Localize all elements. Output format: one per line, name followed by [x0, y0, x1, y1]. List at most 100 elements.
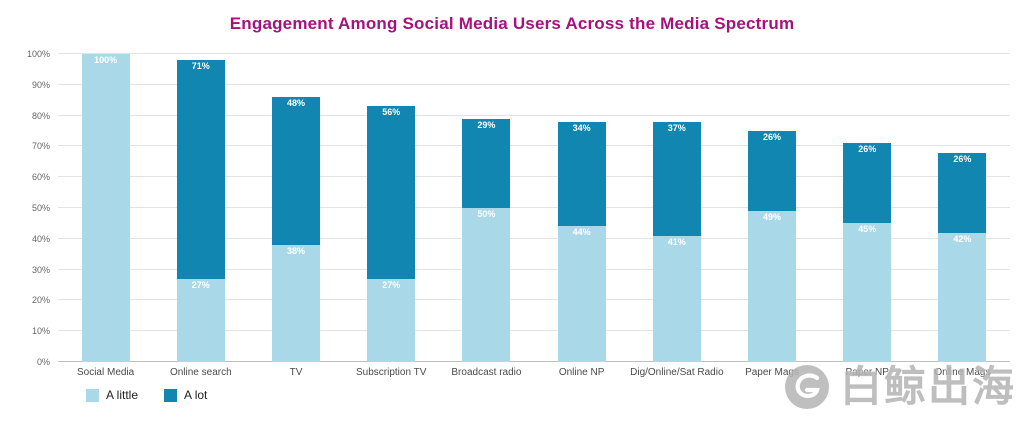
gridline: [58, 176, 1010, 178]
bar-segment-label: 48%: [286, 98, 305, 109]
bar-segment-label: 42%: [953, 233, 972, 244]
bar-segment-a-little: 45%: [843, 223, 892, 362]
stacked-bar: 48% 38%: [272, 97, 320, 362]
chart-title: Engagement Among Social Media Users Acro…: [229, 14, 795, 33]
legend-swatch-a-little: [86, 388, 99, 402]
plot-area: 100% Social Media 71% 27% Online search 48% 38…: [27, 49, 1010, 378]
stacked-bar: 26% 49%: [748, 131, 797, 362]
y-axis-tick: 70%: [31, 141, 50, 152]
gridline: [58, 237, 1010, 239]
y-axis-tick: 10%: [31, 326, 50, 337]
y-axis-tick: 40%: [31, 233, 50, 244]
x-axis-label: TV: [289, 367, 303, 378]
bar-segment-label: 49%: [763, 212, 782, 223]
bar-segment-label: 45%: [858, 224, 877, 235]
stacked-bar: 37% 41%: [652, 121, 701, 362]
gridline: [58, 114, 1010, 116]
bar-segment-a-little: 50%: [462, 208, 511, 362]
stacked-bar: 29% 50%: [462, 118, 511, 362]
bar-column: 29% 50% Broadcast radio: [439, 54, 534, 378]
x-axis-label: Social Media: [76, 367, 135, 378]
stacked-bar: 100%: [81, 54, 130, 362]
bar-column: 26% 42% Online Mags: [915, 54, 1010, 378]
bar-segment-a-little: 38%: [272, 244, 320, 362]
stacked-bar: 26% 45%: [843, 143, 892, 362]
y-axis-tick: 60%: [31, 172, 50, 183]
bar-segment-a-little: 42%: [938, 232, 987, 362]
bar-segment-a-little: 49%: [748, 211, 797, 362]
legend-swatch-a-lot: [164, 388, 178, 402]
y-axis-tick: 50%: [31, 203, 50, 213]
bar-column: 56% 27% Subscription TV: [344, 54, 439, 378]
gridline: [58, 299, 1010, 301]
bar-segment-a-lot: 48%: [272, 97, 320, 245]
bar-segment-label: 100%: [94, 55, 118, 65]
x-axis-label: Paper NP: [845, 367, 889, 378]
bar-segment-a-little: 100%: [81, 54, 130, 362]
gridline: [58, 83, 1010, 85]
legend-label-a-lot: A lot: [184, 388, 208, 402]
bar-segment-label: 34%: [572, 122, 591, 133]
bar-segment-label: 41%: [667, 236, 686, 247]
bar-segment-label: 29%: [477, 119, 496, 130]
bar-segment-label: 26%: [858, 144, 877, 155]
bar-column: 34% 44% Online NP: [534, 54, 629, 378]
x-axis-label: Online NP: [558, 367, 605, 378]
bar-segment-a-little: 27%: [176, 278, 225, 362]
bar-segment-label: 44%: [572, 227, 591, 238]
bar-column: 71% 27% Online search: [153, 54, 248, 378]
x-axis-label: Online search: [169, 367, 232, 378]
bar-segment-label: 50%: [477, 209, 496, 219]
stacked-bar: 71% 27%: [176, 60, 225, 362]
bar-segment-label: 38%: [286, 245, 305, 256]
stacked-bar: 56% 27%: [367, 106, 416, 362]
bar-segment-a-little: 44%: [557, 226, 606, 362]
y-axis-tick: 0%: [36, 357, 50, 367]
gridline: [58, 268, 1010, 270]
bar-segment-a-little: 41%: [652, 235, 701, 362]
legend: A little A lot: [86, 388, 1010, 402]
bar-segment-a-little: 27%: [367, 278, 416, 362]
bar-segment-a-lot: 37%: [652, 121, 701, 236]
legend-label-a-little: A little: [106, 388, 139, 402]
bar-segment-a-lot: 26%: [748, 131, 797, 212]
bar-segment-a-lot: 26%: [843, 143, 892, 224]
chart: 100% Social Media 71% 27% Online search 48% 38…: [27, 49, 1010, 402]
bar-segment-label: 37%: [667, 122, 686, 133]
bar-column: 100% Social Media: [58, 54, 153, 378]
y-axis-tick: 20%: [31, 295, 50, 306]
bar-column: 26% 49% Paper Mags: [724, 54, 819, 378]
bar-segment-label: 27%: [191, 279, 210, 290]
y-axis-tick: 90%: [31, 79, 50, 90]
gridline: [58, 53, 1010, 54]
bar-segment-label: 26%: [763, 132, 782, 142]
bar-segment-a-lot: 29%: [462, 118, 511, 208]
x-axis-label: Online Mags: [934, 367, 991, 378]
bar-segment-a-lot: 71%: [176, 60, 225, 279]
bar-column: 37% 41% Dig/Online/Sat Radio: [629, 54, 724, 378]
gridline: [58, 207, 1010, 208]
bar-segment-a-lot: 34%: [557, 121, 606, 227]
bar-segment-label: 26%: [953, 153, 972, 164]
y-axis-tick: 80%: [31, 110, 50, 121]
y-axis-tick: 30%: [31, 264, 50, 275]
bar-segment-label: 71%: [191, 61, 210, 72]
x-axis-label: Subscription TV: [356, 367, 427, 378]
gridline: [58, 145, 1010, 147]
bar-segment-label: 27%: [382, 279, 401, 290]
stacked-bar: 34% 44%: [557, 121, 606, 362]
bar-column: 26% 45% Paper NP: [820, 54, 915, 378]
gridline: [58, 361, 1010, 362]
stacked-bar: 26% 42%: [938, 152, 987, 362]
x-axis-label: Dig/Online/Sat Radio: [630, 367, 724, 378]
x-axis-label: Broadcast radio: [451, 367, 522, 378]
bar-segment-a-lot: 26%: [938, 152, 987, 233]
bar-segment-a-lot: 56%: [367, 106, 416, 279]
legend-item-a-little: A little: [86, 388, 138, 402]
x-axis-label: Paper Mags: [745, 367, 799, 378]
gridline: [58, 330, 1010, 332]
legend-item-a-lot: A lot: [164, 388, 207, 402]
bars-row: 100% Social Media 71% 27% Online search 48% 38…: [58, 54, 1010, 378]
y-axis-tick: 100%: [26, 49, 50, 59]
bar-segment-label: 56%: [382, 107, 401, 118]
